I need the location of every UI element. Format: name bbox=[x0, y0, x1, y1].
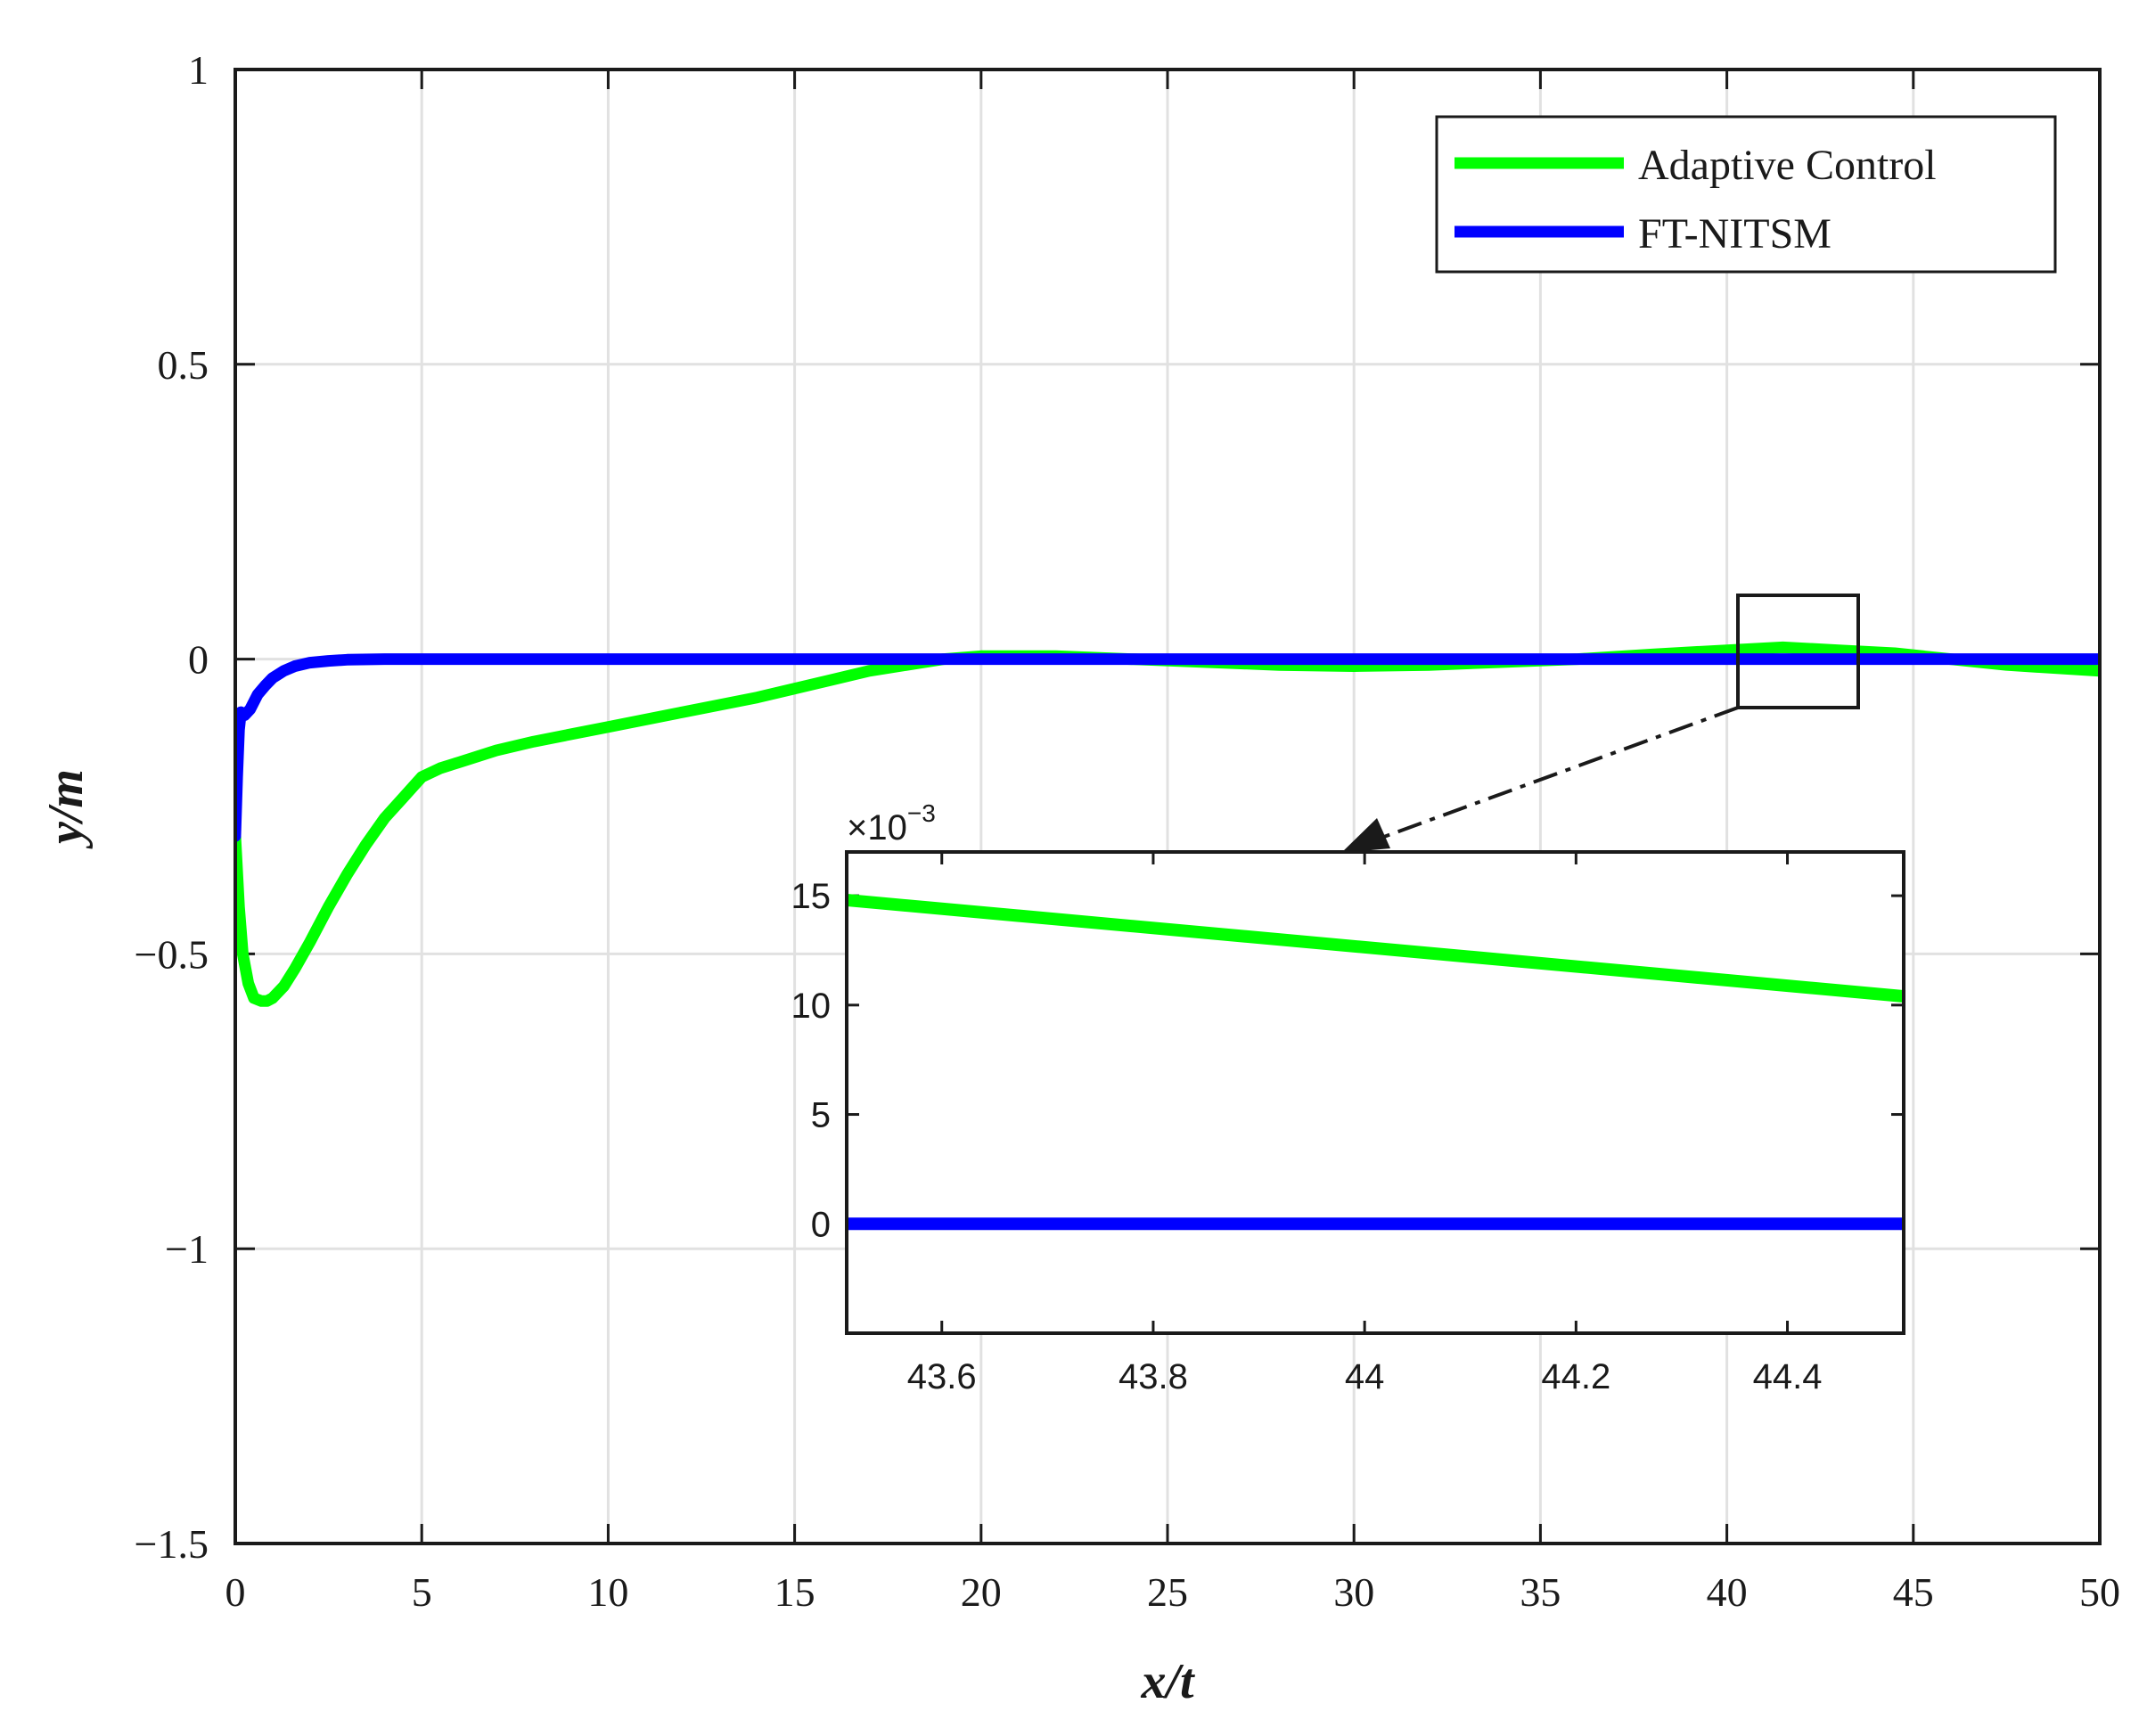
y-axis-label: y/m bbox=[38, 769, 94, 849]
inset-series-group bbox=[847, 894, 1904, 1231]
x-axis-label: x/t bbox=[1140, 1654, 1195, 1709]
main-series-ft-nitsm bbox=[235, 653, 2100, 842]
zoom-annotation bbox=[1341, 594, 1860, 853]
main-tick-marks bbox=[234, 68, 2102, 1545]
main-x-tick-label: 20 bbox=[961, 1569, 1002, 1615]
inset-plot-frame bbox=[845, 850, 1905, 1335]
legend-label-ft-nitsm: FT-NITSM bbox=[1638, 210, 1832, 258]
main-y-tick-label: −0.5 bbox=[135, 931, 209, 977]
zoom-pointer-arrowhead bbox=[1341, 818, 1390, 853]
main-y-tick-label: −1 bbox=[165, 1226, 209, 1272]
inset-x-tick-label: 44.2 bbox=[1541, 1357, 1610, 1396]
inset-y-exponent-base: ×10 bbox=[847, 808, 907, 848]
inset-y-tick-label: 0 bbox=[811, 1205, 831, 1244]
inset-x-tick-label: 44 bbox=[1345, 1357, 1385, 1396]
legend: Adaptive Control FT-NITSM bbox=[1435, 115, 2057, 274]
main-y-tick-label: 0 bbox=[188, 637, 209, 683]
zoom-region-box bbox=[1736, 594, 1860, 709]
main-x-tick-label: 50 bbox=[2079, 1569, 2120, 1615]
main-x-tick-label: 0 bbox=[225, 1569, 246, 1615]
inset-y-tick-label: 15 bbox=[791, 877, 832, 916]
legend-label-adaptive-control: Adaptive Control bbox=[1638, 142, 1937, 189]
main-x-tick-label: 5 bbox=[412, 1569, 432, 1615]
inset-chart: 43.6 43.8 44 44.2 44.4 0 5 10 15 ×10−3 bbox=[791, 799, 1905, 1396]
inset-y-tick-label: 10 bbox=[791, 987, 832, 1026]
main-y-tick-label: 0.5 bbox=[158, 342, 209, 388]
main-x-tick-labels: 0 5 10 15 20 25 30 35 40 45 50 bbox=[225, 1569, 2121, 1615]
main-plot-frame bbox=[234, 68, 2102, 1545]
zoom-pointer-line bbox=[1381, 706, 1739, 839]
main-x-tick-label: 15 bbox=[774, 1569, 815, 1615]
main-y-tick-label: 1 bbox=[188, 47, 209, 93]
main-y-tick-labels: −1.5 −1 −0.5 0 0.5 1 bbox=[135, 47, 209, 1567]
main-x-tick-label: 25 bbox=[1147, 1569, 1188, 1615]
inset-y-exponent-power: −3 bbox=[907, 799, 936, 827]
inset-y-tick-label: 5 bbox=[811, 1096, 831, 1135]
main-x-tick-label: 10 bbox=[587, 1569, 628, 1615]
inset-plot-area bbox=[847, 852, 1904, 1333]
inset-x-tick-label: 43.8 bbox=[1119, 1357, 1188, 1396]
inset-x-tick-label: 43.6 bbox=[907, 1357, 977, 1396]
inset-series-adaptive-control bbox=[847, 894, 1904, 1003]
inset-x-tick-label: 44.4 bbox=[1753, 1357, 1823, 1396]
main-series-group bbox=[235, 641, 2100, 1007]
main-x-tick-label: 40 bbox=[1707, 1569, 1748, 1615]
main-y-tick-label: −1.5 bbox=[135, 1521, 209, 1567]
inset-y-exponent: ×10−3 bbox=[847, 799, 936, 848]
main-x-tick-label: 30 bbox=[1333, 1569, 1374, 1615]
main-series bbox=[235, 641, 2100, 1007]
legend-box bbox=[1435, 115, 2057, 274]
inset-y-tick-labels: 0 5 10 15 bbox=[791, 877, 832, 1244]
main-x-tick-label: 35 bbox=[1520, 1569, 1561, 1615]
inset-x-tick-labels: 43.6 43.8 44 44.2 44.4 bbox=[907, 1357, 1823, 1396]
main-x-tick-label: 45 bbox=[1893, 1569, 1934, 1615]
inset-series bbox=[847, 894, 1904, 1231]
